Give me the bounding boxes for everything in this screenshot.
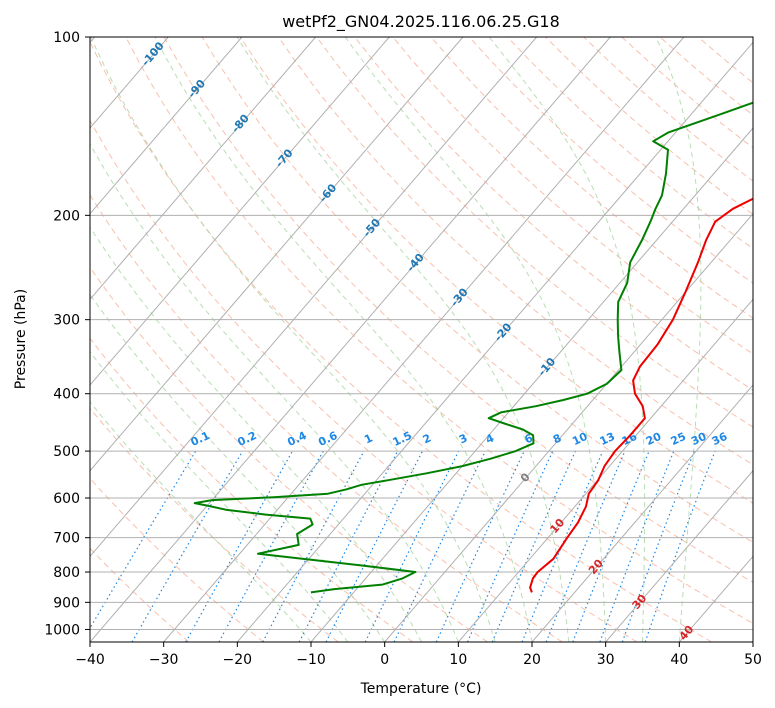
mixing-ratio-label: 30 xyxy=(689,430,709,448)
mixing-ratio-line xyxy=(599,450,675,642)
mixing-ratio-line xyxy=(131,450,244,642)
y-tick-label: 800 xyxy=(53,565,80,581)
isotherm-line xyxy=(236,41,753,642)
mixing-ratio-label: 10 xyxy=(570,430,590,448)
x-tick-label: 50 xyxy=(744,652,762,668)
y-tick-label: 600 xyxy=(53,491,80,507)
isotherm-line xyxy=(457,298,753,642)
dry-adiabat-line xyxy=(354,37,753,391)
x-tick-label: −10 xyxy=(296,652,326,668)
isotherm-line xyxy=(90,37,390,386)
y-tick-label: 400 xyxy=(53,387,80,403)
y-tick-label: 900 xyxy=(53,595,80,611)
x-tick-label: −40 xyxy=(75,652,105,668)
x-tick-label: 10 xyxy=(449,652,467,668)
isotherm-line xyxy=(163,37,685,642)
dry-adiabat-line xyxy=(90,119,638,642)
dry-adiabat-line xyxy=(90,547,190,642)
dewpoint-profile-line xyxy=(193,101,753,594)
mixing-ratio-line xyxy=(393,450,486,642)
x-tick-label: 0 xyxy=(380,652,389,668)
x-axis-ticks: −40 −30 −20 −10 0 10 20 30 40 50 xyxy=(75,642,762,668)
moist-adiabat-line xyxy=(344,37,607,642)
temperature-profile-line xyxy=(529,197,753,593)
moist-adiabat-line xyxy=(90,226,422,642)
moist-adiabat-line xyxy=(488,37,646,642)
mixing-ratio-label: 13 xyxy=(598,430,617,448)
moist-adiabat-line xyxy=(90,142,459,642)
x-tick-label: 40 xyxy=(670,652,688,668)
dry-adiabat-line xyxy=(239,37,753,504)
moist-adiabat-line xyxy=(90,293,386,642)
isotherm-line xyxy=(90,37,317,301)
y-tick-label: 700 xyxy=(53,531,80,547)
moist-adiabat-line xyxy=(154,37,533,642)
mixing-ratio-line xyxy=(90,450,197,630)
mixing-ratio-lines xyxy=(90,450,716,642)
x-axis-title: Temperature (°C) xyxy=(360,681,482,697)
isotherm-line xyxy=(310,127,753,642)
dry-adiabat-line xyxy=(90,194,563,642)
x-tick-label: −30 xyxy=(149,652,179,668)
dry-adiabat-line xyxy=(90,407,339,642)
dry-adiabat-line xyxy=(90,477,264,642)
sounding-profiles xyxy=(193,101,753,594)
dry-adiabat-line xyxy=(201,37,753,543)
isotherm-line xyxy=(90,37,538,558)
mixing-ratio-label: 25 xyxy=(669,430,688,448)
pressure-gridlines xyxy=(90,37,753,630)
mixing-ratio-label: 16 xyxy=(620,430,640,448)
mixing-ratio-line xyxy=(364,450,460,642)
dry-adiabat-line xyxy=(163,37,753,583)
chart-title: wetPf2_GN04.2025.116.06.25.G18 xyxy=(282,12,560,32)
moist-adiabat-line xyxy=(236,37,570,642)
mixing-ratio-label: 36 xyxy=(710,430,730,448)
y-axis-title: Pressure (hPa) xyxy=(13,289,29,389)
x-tick-label: 20 xyxy=(523,652,541,668)
isotherm-line xyxy=(90,37,464,472)
y-tick-label: 500 xyxy=(53,444,80,460)
isotherm-line xyxy=(384,212,753,642)
isotherm-line xyxy=(605,469,753,642)
isotherm-line xyxy=(90,37,611,642)
x-tick-label: 30 xyxy=(597,652,615,668)
isotherm-lines xyxy=(90,37,753,642)
plot-area: -100-90-80-70-60-50-40-30-20-10010203040… xyxy=(90,37,753,642)
dry-adiabat-line xyxy=(316,37,753,428)
moist-adiabat-line xyxy=(90,351,349,642)
y-tick-label: 200 xyxy=(53,208,80,224)
dry-adiabat-line xyxy=(430,37,753,319)
moist-adiabat-line xyxy=(90,37,496,642)
x-tick-label: −20 xyxy=(223,652,253,668)
y-tick-label: 100 xyxy=(53,30,80,46)
mixing-ratio-line xyxy=(262,450,365,642)
y-tick-label: 1000 xyxy=(44,622,80,638)
dry-adiabat-line xyxy=(392,37,753,355)
isotherm-line xyxy=(90,37,243,215)
y-axis-ticks: 100 200 300 400 500 600 700 800 900 1000 xyxy=(44,30,90,638)
dry-adiabat-line xyxy=(125,37,753,624)
mixing-ratio-line xyxy=(572,450,650,642)
dry-adiabat-line xyxy=(90,266,488,642)
mixing-ratio-label: 20 xyxy=(644,430,664,448)
mixing-ratio-line xyxy=(435,450,525,642)
isotherm-line xyxy=(531,384,753,642)
plot-frame xyxy=(89,36,754,643)
moist-adiabat-line xyxy=(655,37,702,642)
y-tick-label: 300 xyxy=(53,313,80,329)
moist-adiabats xyxy=(90,37,702,642)
